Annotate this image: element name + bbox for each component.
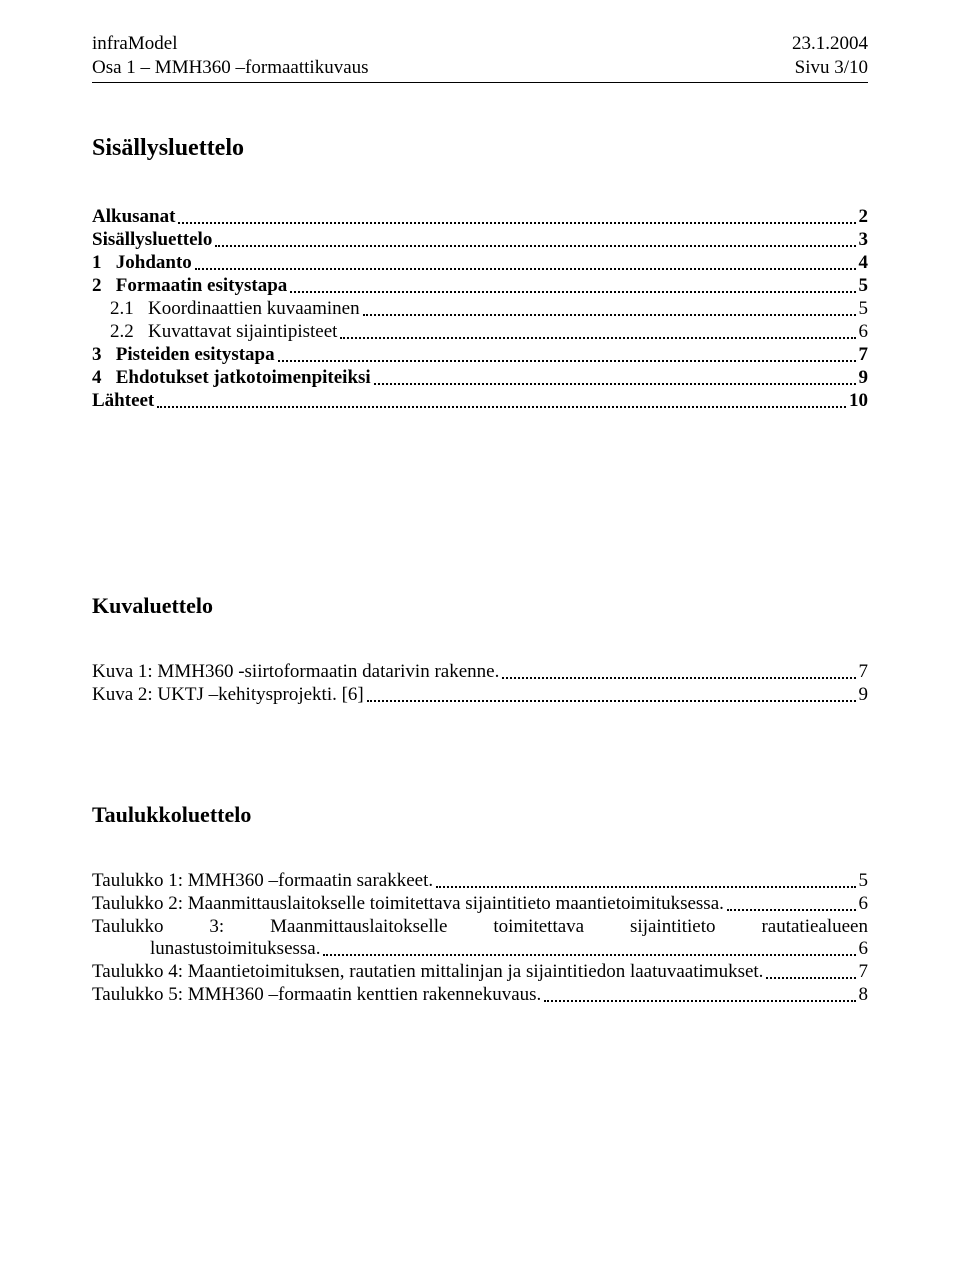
table-item: Taulukko 5: MMH360 –formaatin kenttien r…: [92, 984, 868, 1006]
tablist-title: Taulukkoluettelo: [92, 802, 868, 828]
table-page: 6: [859, 893, 869, 915]
toc-label: 2.2 Kuvattavat sijaintipisteet: [110, 321, 337, 343]
figure-item: Kuva 1: MMH360 -siirtoformaatin datarivi…: [92, 661, 868, 683]
toc-item: 1 Johdanto 4: [92, 252, 868, 274]
figure-item: Kuva 2: UKTJ –kehitysprojekti. [6] 9: [92, 684, 868, 706]
toc-item: 4 Ehdotukset jatkotoimenpiteiksi 9: [92, 367, 868, 389]
header-left-line1: infraModel: [92, 32, 369, 56]
word: 3:: [209, 916, 224, 938]
word: rautatiealueen: [761, 916, 868, 938]
toc-page: 10: [849, 390, 868, 412]
toc-item: 2.2 Kuvattavat sijaintipisteet 6: [92, 321, 868, 343]
toc-page: 4: [859, 252, 869, 274]
toc-leader: [766, 977, 855, 979]
toc-list: Alkusanat 2 Sisällysluettelo 3 1 Johdant…: [92, 206, 868, 412]
table-page: 7: [859, 961, 869, 983]
toc-page: 7: [859, 344, 869, 366]
header-right-line1: 23.1.2004: [792, 32, 868, 56]
table-label: Taulukko 4: Maantietoimituksen, rautatie…: [92, 961, 763, 983]
toc-page: 5: [859, 298, 869, 320]
toc-item: Lähteet 10: [92, 390, 868, 412]
table-row-line2: lunastustoimituksessa. 6: [92, 938, 868, 960]
toc-leader: [727, 909, 856, 911]
header-right-line2: Sivu 3/10: [792, 56, 868, 80]
toc-leader: [215, 245, 855, 247]
toc-label: Sisällysluettelo: [92, 229, 212, 251]
toc-label: 2.1 Koordinaattien kuvaaminen: [110, 298, 360, 320]
table-item-multiline: Taulukko 3: Maanmittauslaitokselle toimi…: [92, 916, 868, 960]
toc-item: 3 Pisteiden esitystapa 7: [92, 344, 868, 366]
table-item: Taulukko 1: MMH360 –formaatin sarakkeet.…: [92, 870, 868, 892]
toc-leader: [436, 886, 855, 888]
spacer: [92, 413, 868, 593]
page-header: infraModel Osa 1 – MMH360 –formaattikuva…: [92, 32, 868, 80]
toc-label: Lähteet: [92, 390, 154, 412]
toc-label: 3 Pisteiden esitystapa: [92, 344, 275, 366]
table-row-line1: Taulukko 3: Maanmittauslaitokselle toimi…: [92, 916, 868, 938]
word: Taulukko: [92, 916, 164, 938]
table-list: Taulukko 1: MMH360 –formaatin sarakkeet.…: [92, 870, 868, 1006]
toc-item: Alkusanat 2: [92, 206, 868, 228]
table-item: Taulukko 4: Maantietoimituksen, rautatie…: [92, 961, 868, 983]
toc-item: 2 Formaatin esitystapa 5: [92, 275, 868, 297]
toc-page: 3: [859, 229, 869, 251]
toc-leader: [278, 360, 856, 362]
figure-list: Kuva 1: MMH360 -siirtoformaatin datarivi…: [92, 661, 868, 706]
header-rule: [92, 82, 868, 83]
word: Maanmittauslaitokselle: [270, 916, 447, 938]
header-right: 23.1.2004 Sivu 3/10: [792, 32, 868, 80]
toc-leader: [340, 337, 855, 339]
toc-title: Sisällysluettelo: [92, 135, 868, 162]
table-label: Taulukko 2: Maanmittauslaitokselle toimi…: [92, 893, 724, 915]
toc-leader: [363, 314, 856, 316]
word: toimitettava: [493, 916, 584, 938]
toc-item: Sisällysluettelo 3: [92, 229, 868, 251]
header-left: infraModel Osa 1 – MMH360 –formaattikuva…: [92, 32, 369, 80]
toc-leader: [374, 383, 856, 385]
figure-label: Kuva 1: MMH360 -siirtoformaatin datarivi…: [92, 661, 499, 683]
figure-page: 9: [859, 684, 869, 706]
toc-page: 5: [859, 275, 869, 297]
table-page: 6: [859, 938, 869, 960]
table-page: 5: [859, 870, 869, 892]
toc-leader: [157, 406, 846, 408]
toc-leader: [290, 291, 855, 293]
table-label: Taulukko 5: MMH360 –formaatin kenttien r…: [92, 984, 541, 1006]
toc-leader: [195, 268, 856, 270]
toc-label: Alkusanat: [92, 206, 175, 228]
header-left-line2: Osa 1 – MMH360 –formaattikuvaus: [92, 56, 369, 80]
toc-leader: [502, 677, 855, 679]
toc-leader: [178, 222, 855, 224]
word: sijaintitieto: [630, 916, 716, 938]
toc-leader: [323, 954, 855, 956]
toc-page: 9: [859, 367, 869, 389]
figlist-title: Kuvaluettelo: [92, 593, 868, 619]
table-label: Taulukko 1: MMH360 –formaatin sarakkeet.: [92, 870, 433, 892]
toc-page: 2: [859, 206, 869, 228]
figure-page: 7: [859, 661, 869, 683]
toc-label: 4 Ehdotukset jatkotoimenpiteiksi: [92, 367, 371, 389]
toc-leader: [544, 1000, 855, 1002]
figure-label: Kuva 2: UKTJ –kehitysprojekti. [6]: [92, 684, 364, 706]
toc-item: 2.1 Koordinaattien kuvaaminen 5: [92, 298, 868, 320]
spacer: [92, 707, 868, 802]
toc-page: 6: [859, 321, 869, 343]
toc-label: 2 Formaatin esitystapa: [92, 275, 287, 297]
table-page: 8: [859, 984, 869, 1006]
table-item: Taulukko 2: Maanmittauslaitokselle toimi…: [92, 893, 868, 915]
toc-leader: [367, 700, 856, 702]
table-label: lunastustoimituksessa.: [150, 938, 320, 960]
toc-label: 1 Johdanto: [92, 252, 192, 274]
